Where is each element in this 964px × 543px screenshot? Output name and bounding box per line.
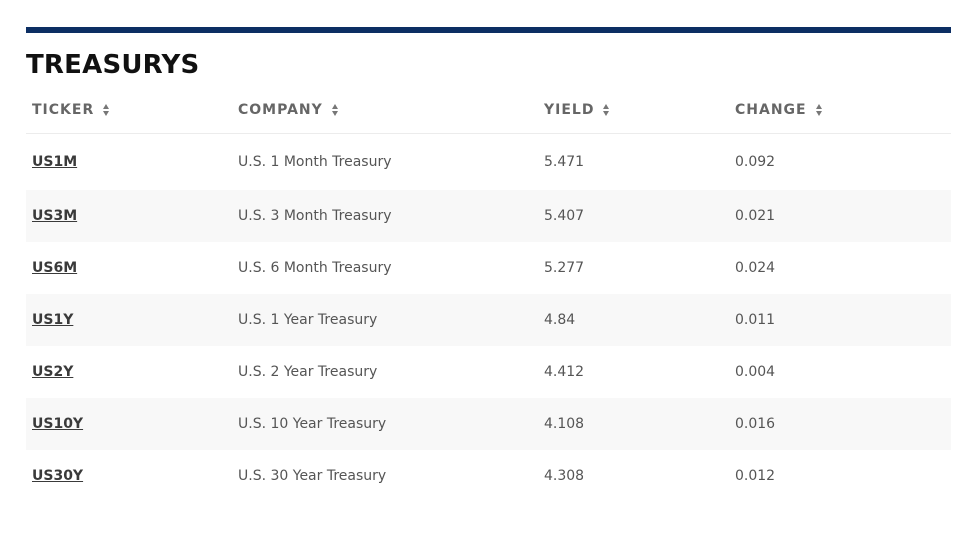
sort-arrows-icon [331, 103, 338, 117]
ticker-cell: US1Y [26, 294, 232, 346]
ticker-cell: US6M [26, 242, 232, 294]
column-label: YIELD [544, 102, 595, 118]
company-cell: U.S. 2 Year Treasury [238, 364, 378, 380]
company-cell: U.S. 1 Month Treasury [238, 154, 392, 170]
sort-yield-button[interactable]: YIELD [544, 102, 610, 118]
ticker-link[interactable]: US6M [32, 260, 78, 276]
yield-cell: 5.277 [544, 260, 585, 276]
change-cell: 0.092 [735, 154, 776, 170]
column-label: TICKER [32, 102, 95, 118]
change-cell: 0.024 [735, 260, 776, 276]
sort-arrows-icon [103, 103, 110, 117]
column-header-ticker[interactable]: TICKER [26, 87, 232, 134]
company-cell: U.S. 3 Month Treasury [232, 190, 538, 242]
ticker-link[interactable]: US10Y [32, 416, 84, 432]
column-header-yield[interactable]: YIELD [538, 87, 729, 134]
change-cell: 0.011 [729, 294, 951, 346]
ticker-cell: US3M [26, 190, 232, 242]
header-row: TICKER COMPANY YIELD [26, 87, 951, 134]
yield-cell: 5.407 [538, 190, 729, 242]
table-row: US1M U.S. 1 Month Treasury 5.471 0.092 [26, 134, 951, 191]
section-title: TREASURYS [26, 50, 200, 80]
yield-cell: 4.108 [538, 398, 729, 450]
company-cell: U.S. 6 Month Treasury [238, 260, 392, 276]
table-body: US1M U.S. 1 Month Treasury 5.471 0.092 U… [26, 134, 951, 503]
company-cell: U.S. 1 Year Treasury [232, 294, 538, 346]
yield-cell: 5.471 [544, 154, 585, 170]
change-cell: 0.012 [735, 468, 776, 484]
ticker-link[interactable]: US3M [32, 208, 78, 224]
ticker-cell: US30Y [26, 450, 232, 502]
ticker-cell: US2Y [26, 346, 232, 398]
column-label: CHANGE [735, 102, 807, 118]
sort-arrows-icon [815, 103, 822, 117]
ticker-link[interactable]: US30Y [32, 468, 84, 484]
sort-company-button[interactable]: COMPANY [238, 102, 338, 118]
change-cell: 0.021 [729, 190, 951, 242]
yield-cell: 4.84 [538, 294, 729, 346]
ticker-link[interactable]: US1M [32, 154, 78, 170]
ticker-link[interactable]: US1Y [32, 312, 74, 328]
section-top-bar [26, 27, 951, 33]
sort-change-button[interactable]: CHANGE [735, 102, 822, 118]
yield-cell: 4.412 [544, 364, 585, 380]
ticker-link[interactable]: US2Y [32, 364, 74, 380]
treasurys-table: TICKER COMPANY YIELD [26, 87, 951, 502]
change-cell: 0.004 [735, 364, 776, 380]
ticker-cell: US1M [26, 134, 232, 191]
sort-arrows-icon [603, 103, 610, 117]
table-row: US1Y U.S. 1 Year Treasury 4.84 0.011 [26, 294, 951, 346]
table-row: US30Y U.S. 30 Year Treasury 4.308 0.012 [26, 450, 951, 502]
company-cell: U.S. 30 Year Treasury [238, 468, 387, 484]
column-header-company[interactable]: COMPANY [232, 87, 538, 134]
treasurys-module: TREASURYS TICKER COMPANY [26, 27, 951, 502]
table-row: US6M U.S. 6 Month Treasury 5.277 0.024 [26, 242, 951, 294]
yield-cell: 4.308 [544, 468, 585, 484]
change-cell: 0.016 [729, 398, 951, 450]
sort-ticker-button[interactable]: TICKER [32, 102, 110, 118]
table-row: US10Y U.S. 10 Year Treasury 4.108 0.016 [26, 398, 951, 450]
company-cell: U.S. 10 Year Treasury [232, 398, 538, 450]
table-row: US2Y U.S. 2 Year Treasury 4.412 0.004 [26, 346, 951, 398]
table-header: TICKER COMPANY YIELD [26, 87, 951, 134]
column-label: COMPANY [238, 102, 323, 118]
table-row: US3M U.S. 3 Month Treasury 5.407 0.021 [26, 190, 951, 242]
ticker-cell: US10Y [26, 398, 232, 450]
column-header-change[interactable]: CHANGE [729, 87, 951, 134]
